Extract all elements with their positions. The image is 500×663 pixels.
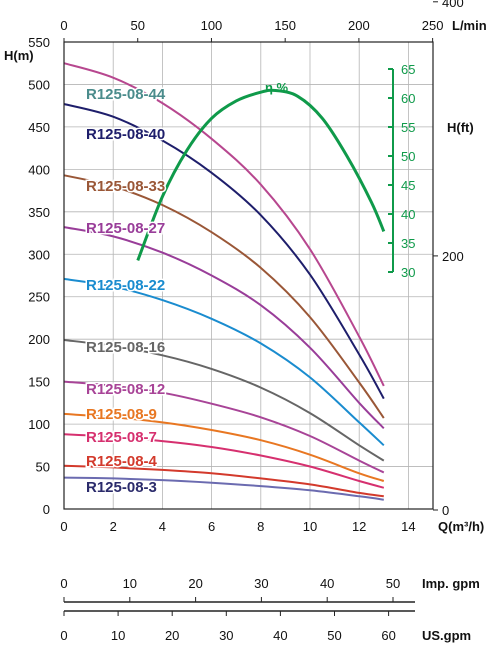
us-gpm-tick-label: 30 [219,628,233,643]
us-gpm-tick-label: 60 [381,628,395,643]
efficiency-tick-label: 45 [401,178,415,193]
q-m3h-tick-label: 14 [401,519,415,534]
series-line-r125-08-27 [63,226,385,429]
efficiency-tick-label: 35 [401,236,415,251]
imp-gpm-tick-label: 30 [254,576,268,591]
series-line-r125-08-40 [63,103,385,400]
series-line-r125-08-9 [63,412,385,482]
series-line-r125-08-3 [63,476,384,501]
q-m3h-tick-label: 10 [303,519,317,534]
series-label-r125-08-7: R125-08-7 [86,429,157,446]
head-m-tick-label: 300 [28,247,50,262]
imp-gpm-tick-label: 50 [386,576,400,591]
efficiency-tick-label: 50 [401,149,415,164]
series-label-r125-08-3: R125-08-3 [86,479,157,496]
series-line-r125-08-44 [63,62,385,387]
head-m-tick-label: 200 [28,332,50,347]
head-curves [63,62,385,501]
efficiency-tick-label: 55 [401,120,415,135]
head-m-tick-label: 550 [28,35,50,50]
imp-gpm-tick-label: 40 [320,576,334,591]
us-gpm-tick-label: 20 [165,628,179,643]
efficiency-line [136,88,386,261]
head-m-tick-label: 50 [36,460,50,475]
series-label-r125-08-44: R125-08-44 [86,86,166,103]
series-label-r125-08-9: R125-08-9 [86,406,157,423]
head-ft-tick-label: 400 [442,0,464,10]
us-gpm-tick-label: 40 [273,628,287,643]
head-m-axis-label: H(m) [4,48,34,63]
efficiency-tick-label: 65 [401,62,415,77]
series-label-r125-08-12: R125-08-12 [86,381,165,398]
q-lmin-axis-label: L/min [452,18,487,33]
head-m-tick-label: 0 [43,502,50,517]
head-ft-tick-label: 200 [442,249,464,264]
series-line-r125-08-7 [63,433,385,489]
series-label-r125-08-22: R125-08-22 [86,277,165,294]
efficiency-curve-group: η % 30 35 40 45 50 55 60 65 [136,62,415,280]
imp-gpm-tick-label: 10 [123,576,137,591]
head-m-tick-label: 150 [28,375,50,390]
series-label-r125-08-4: R125-08-4 [86,453,158,470]
us-gpm-tick-label: 0 [60,628,67,643]
series-line-r125-08-16 [63,339,385,462]
head-m-tick-label: 250 [28,290,50,305]
head-ft-tick-label: 0 [442,503,449,518]
head-m-tick-label: 350 [28,205,50,220]
series-labels: R125-08-44 R125-08-40 R125-08-33 R125-08-27… [85,85,168,498]
q-m3h-axis-label: Q(m³/h) [438,519,484,534]
head-m-tick-label: 500 [28,77,50,92]
imp-gpm-tick-label: 20 [188,576,202,591]
head-m-tick-label: 450 [28,120,50,135]
series-label-r125-08-27: R125-08-27 [86,220,165,237]
series-label-r125-08-40: R125-08-40 [86,126,165,143]
us-gpm-tick-label: 50 [327,628,341,643]
q-m3h-tick-label: 6 [208,519,215,534]
q-lmin-tick-label: 150 [274,18,296,33]
q-m3h-tick-label: 8 [257,519,264,534]
us-gpm-axis-label: US.gpm [422,628,471,643]
q-m3h-tick-label: 12 [352,519,366,534]
efficiency-tick-label: 40 [401,207,415,222]
series-label-r125-08-16: R125-08-16 [86,339,165,356]
head-m-tick-label: 100 [28,417,50,432]
series-line-r125-08-22 [63,277,385,447]
q-m3h-tick-label: 0 [60,519,67,534]
efficiency-label: η % [265,80,289,95]
imp-gpm-tick-label: 0 [60,576,67,591]
series-line-r125-08-4 [63,464,384,498]
plot-border [63,41,434,510]
q-m3h-tick-label: 4 [159,519,166,534]
q-lmin-tick-label: 250 [422,18,444,33]
axes: 0 2 4 6 8 10 12 14 Q(m³/h)0 50 100 150 200 250 L/min05… [4,0,487,643]
head-ft-axis-label: H(ft) [447,120,474,135]
efficiency-tick-label: 30 [401,265,415,280]
us-gpm-tick-label: 10 [111,628,125,643]
head-m-tick-label: 400 [28,162,50,177]
q-lmin-tick-label: 0 [60,18,67,33]
q-lmin-tick-label: 50 [130,18,144,33]
series-label-r125-08-33: R125-08-33 [86,178,165,195]
imp-gpm-axis-label: Imp. gpm [422,576,480,591]
q-lmin-tick-label: 200 [348,18,370,33]
q-lmin-tick-label: 100 [201,18,223,33]
efficiency-tick-label: 60 [401,91,415,106]
series-line-r125-08-33 [63,174,385,419]
q-m3h-tick-label: 2 [110,519,117,534]
series-line-r125-08-12 [63,380,385,474]
